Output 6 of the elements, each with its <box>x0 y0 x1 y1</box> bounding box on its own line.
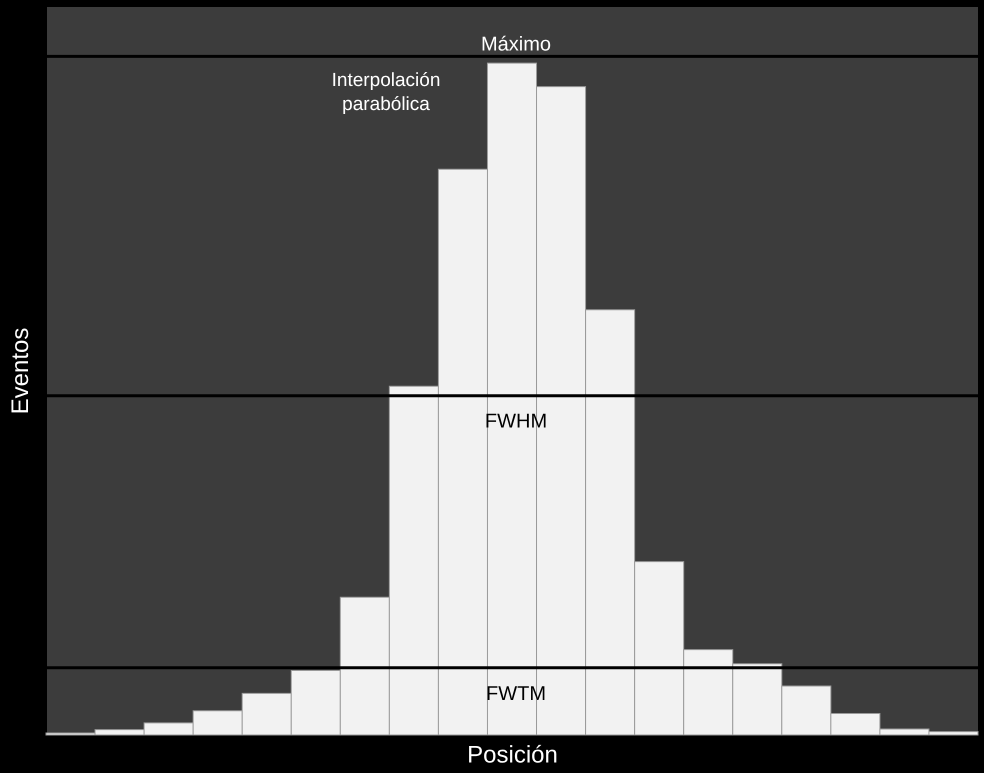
ref-line-label: FWTM <box>486 682 546 705</box>
annotation: Interpolación parabólica <box>332 70 440 115</box>
ref-line-label: Máximo <box>480 33 552 56</box>
x-axis-title: Posición <box>467 742 558 768</box>
y-axis-title: Eventos <box>7 328 34 414</box>
ref-line-label: FWHM <box>484 410 548 433</box>
